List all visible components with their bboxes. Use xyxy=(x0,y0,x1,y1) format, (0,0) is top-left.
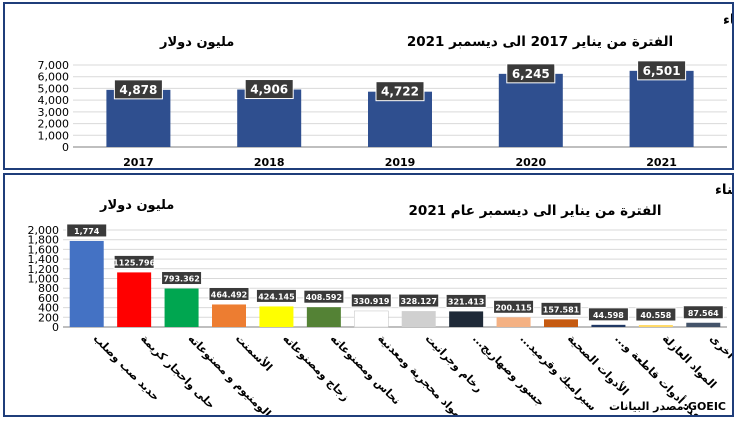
data-label-box xyxy=(682,305,724,320)
bar xyxy=(496,317,531,327)
x-tick-label: 2018 xyxy=(254,156,285,168)
y-tick-label: 4,000 xyxy=(38,94,70,107)
bar xyxy=(354,310,389,328)
y-tick-label: 1,800 xyxy=(28,234,60,247)
x-tick-label: أخرى xyxy=(707,331,732,361)
data-label-box xyxy=(540,301,582,316)
bar xyxy=(306,307,341,327)
data-label: 1125.796 xyxy=(113,258,155,267)
bar xyxy=(638,325,673,327)
bottom-chart-panel: صادرات القطاعات تحت مظلة المجلس التصديرى… xyxy=(3,173,734,417)
data-label: 328.127 xyxy=(400,297,436,306)
chart-title: صادرات القطاعات تحت مظلة المجلس التصديرى… xyxy=(715,182,732,198)
data-label: 464.492 xyxy=(211,290,247,299)
y-tick-label: 1,200 xyxy=(28,263,60,276)
bottom-chart-svg: صادرات القطاعات تحت مظلة المجلس التصديرى… xyxy=(28,182,733,415)
data-label: 793.362 xyxy=(163,275,199,284)
y-tick-label: 200 xyxy=(38,311,59,324)
bar xyxy=(212,304,246,327)
x-tick-label: 2020 xyxy=(515,156,546,168)
y-tick-label: 0 xyxy=(52,321,59,334)
data-label: 6,245 xyxy=(512,67,550,81)
data-label: 87.564 xyxy=(688,309,719,318)
bar xyxy=(498,73,563,147)
y-axis-unit: مليون دولار xyxy=(99,198,174,213)
x-tick-label: 2019 xyxy=(385,156,416,168)
bottom-plot-area: 02004006008001,0001,2001,4001,6001,8002,… xyxy=(28,223,732,415)
data-label: 6,501 xyxy=(643,64,681,78)
bar xyxy=(686,322,721,327)
data-label-box xyxy=(398,293,440,308)
y-tick-label: 1,000 xyxy=(38,129,70,142)
data-label: 4,878 xyxy=(119,83,157,97)
y-tick-label: 400 xyxy=(38,302,59,315)
y-tick-label: 2,000 xyxy=(38,118,70,131)
chart-subtitle: الفترة من يناير الى ديسمبر عام 2021 xyxy=(409,203,662,219)
x-tick-label: 2021 xyxy=(646,156,677,168)
bar xyxy=(544,319,578,327)
data-label: 330.919 xyxy=(353,297,390,306)
y-tick-label: 1,000 xyxy=(28,273,60,286)
y-tick-label: 5,000 xyxy=(38,82,70,95)
y-tick-label: 600 xyxy=(38,292,59,305)
data-label: 4,906 xyxy=(250,83,288,97)
data-label: 200.115 xyxy=(495,303,532,312)
data-label-box xyxy=(635,307,677,322)
bar xyxy=(117,272,152,327)
data-label-box xyxy=(375,81,425,102)
bar xyxy=(237,89,302,147)
data-label: 4,722 xyxy=(381,85,419,99)
data-label-box xyxy=(303,289,345,304)
top-chart-panel: إجمالي صادرات القطاعات تحت مظلة المجلس ا… xyxy=(3,2,734,170)
top-chart-svg: إجمالي صادرات القطاعات تحت مظلة المجلس ا… xyxy=(38,12,733,168)
x-tick-label: مواد محجرية ومعدنية xyxy=(375,332,464,415)
y-tick-label: 7,000 xyxy=(38,59,70,72)
data-label: 1,774 xyxy=(74,227,100,236)
bar xyxy=(164,288,199,327)
data-label-box xyxy=(445,293,487,308)
chart-subtitle: الفترة من يناير 2017 الى ديسمبر 2021 xyxy=(407,34,673,50)
data-label: 40.558 xyxy=(640,311,671,320)
bar xyxy=(106,89,171,147)
data-label: 321.413 xyxy=(448,297,484,306)
bar xyxy=(69,240,104,327)
y-tick-label: 3,000 xyxy=(38,106,70,119)
data-label-box xyxy=(113,79,163,100)
y-axis-unit: مليون دولار xyxy=(159,35,234,50)
data-label-box xyxy=(208,286,250,301)
data-label-box xyxy=(506,63,556,84)
data-label-box xyxy=(113,254,155,269)
y-tick-label: 6,000 xyxy=(38,71,70,84)
y-tick-label: 800 xyxy=(38,282,59,295)
chart-title: إجمالي صادرات القطاعات تحت مظلة المجلس ا… xyxy=(723,12,732,28)
data-label-box xyxy=(493,299,535,314)
data-label: 408.592 xyxy=(306,293,342,302)
bar xyxy=(401,311,436,327)
data-label: 424.145 xyxy=(258,292,295,301)
y-tick-label: 2,000 xyxy=(28,224,60,237)
data-source-note: مصدر البيانات:GOEIC xyxy=(609,400,726,413)
x-tick-label: الأسمنت xyxy=(233,331,276,374)
data-label: 44.598 xyxy=(593,311,624,320)
data-label: 157.581 xyxy=(543,305,580,314)
data-label-box xyxy=(244,79,294,100)
bar xyxy=(449,311,484,327)
x-tick-label: الومنيوم و مصنوعاته xyxy=(185,332,273,415)
x-tick-label: 2017 xyxy=(123,156,154,168)
bar xyxy=(259,306,294,327)
data-label-box xyxy=(637,60,687,81)
y-tick-label: 0 xyxy=(62,141,69,154)
data-label-box xyxy=(350,293,392,308)
y-tick-label: 1,600 xyxy=(28,243,60,256)
bar xyxy=(629,70,694,147)
data-label-box xyxy=(255,288,297,303)
data-label-box xyxy=(161,271,203,286)
y-tick-label: 1,400 xyxy=(28,253,60,266)
data-label-box xyxy=(587,307,629,322)
data-label-box xyxy=(66,223,108,238)
bar xyxy=(591,324,626,327)
